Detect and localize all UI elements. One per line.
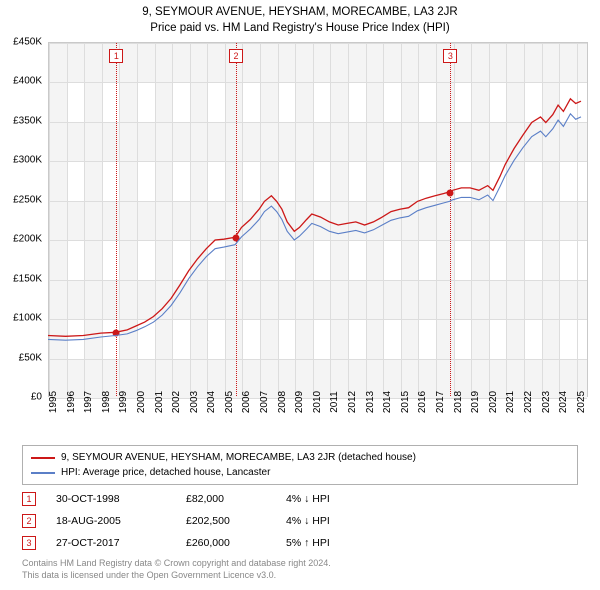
- x-axis-label: 1997: [83, 391, 94, 413]
- attribution: Contains HM Land Registry data © Crown c…: [22, 558, 331, 581]
- x-axis-label: 2022: [523, 391, 534, 413]
- sale-diff: 5% ↑ HPI: [286, 537, 366, 549]
- x-axis-label: 2007: [259, 391, 270, 413]
- chart-subtitle: Price paid vs. HM Land Registry's House …: [0, 20, 600, 36]
- x-axis-label: 2006: [241, 391, 252, 413]
- x-axis-label: 2005: [224, 391, 235, 413]
- sales-table: 1 30-OCT-1998 £82,000 4% ↓ HPI 2 18-AUG-2005 £…: [22, 488, 366, 554]
- legend-swatch-red: [31, 457, 55, 459]
- sale-dot-3: [447, 189, 454, 196]
- x-axis-label: 2003: [189, 391, 200, 413]
- plot-area: 1 2 3: [48, 42, 588, 397]
- y-axis-label: £300K: [13, 155, 42, 166]
- sale-date: 27-OCT-2017: [56, 537, 166, 549]
- sale-price: £202,500: [186, 515, 266, 527]
- x-axis-label: 2018: [453, 391, 464, 413]
- attribution-line2: This data is licensed under the Open Gov…: [22, 570, 331, 582]
- sale-diff: 4% ↓ HPI: [286, 515, 366, 527]
- x-axis-label: 2020: [488, 391, 499, 413]
- legend-label-hpi: HPI: Average price, detached house, Lanc…: [61, 465, 270, 480]
- y-axis-label: £0: [31, 392, 42, 403]
- legend-item-property: 9, SEYMOUR AVENUE, HEYSHAM, MORECAMBE, L…: [31, 450, 569, 465]
- x-axis-label: 2013: [365, 391, 376, 413]
- y-axis-label: £50K: [19, 352, 42, 363]
- chart: 123 £0£50K£100K£150K£200K£250K£300K£350K…: [48, 42, 588, 397]
- x-axis-label: 1995: [48, 391, 59, 413]
- sale-marker: 3: [22, 536, 36, 550]
- sale-price: £82,000: [186, 493, 266, 505]
- x-axis-label: 2009: [294, 391, 305, 413]
- sale-dot-1: [113, 330, 120, 337]
- sale-date: 30-OCT-1998: [56, 493, 166, 505]
- legend-swatch-blue: [31, 472, 55, 474]
- y-axis-label: £350K: [13, 115, 42, 126]
- sale-marker-3: 3: [443, 49, 457, 63]
- sales-row: 1 30-OCT-1998 £82,000 4% ↓ HPI: [22, 488, 366, 510]
- sales-row: 2 18-AUG-2005 £202,500 4% ↓ HPI: [22, 510, 366, 532]
- x-axis-label: 1999: [118, 391, 129, 413]
- y-axis-label: £200K: [13, 234, 42, 245]
- y-axis-label: £250K: [13, 194, 42, 205]
- sale-dot-2: [232, 235, 239, 242]
- y-axis-label: £100K: [13, 313, 42, 324]
- x-axis-label: 2023: [541, 391, 552, 413]
- x-axis-label: 2016: [417, 391, 428, 413]
- y-axis-label: £400K: [13, 76, 42, 87]
- x-axis-label: 2025: [576, 391, 587, 413]
- x-axis-label: 2019: [470, 391, 481, 413]
- x-axis-label: 2015: [400, 391, 411, 413]
- sale-marker: 1: [22, 492, 36, 506]
- sale-marker-2: 2: [229, 49, 243, 63]
- x-axis-label: 2004: [206, 391, 217, 413]
- x-axis-label: 2001: [154, 391, 165, 413]
- sale-date: 18-AUG-2005: [56, 515, 166, 527]
- x-axis-label: 2021: [505, 391, 516, 413]
- x-axis-label: 2014: [382, 391, 393, 413]
- legend: 9, SEYMOUR AVENUE, HEYSHAM, MORECAMBE, L…: [22, 445, 578, 485]
- chart-title: 9, SEYMOUR AVENUE, HEYSHAM, MORECAMBE, L…: [0, 4, 600, 20]
- attribution-line1: Contains HM Land Registry data © Crown c…: [22, 558, 331, 570]
- x-axis-label: 2017: [435, 391, 446, 413]
- x-axis-label: 2010: [312, 391, 323, 413]
- chart-title-block: 9, SEYMOUR AVENUE, HEYSHAM, MORECAMBE, L…: [0, 0, 600, 36]
- x-axis-label: 1998: [101, 391, 112, 413]
- x-axis-label: 1996: [66, 391, 77, 413]
- x-axis-label: 2011: [329, 391, 340, 413]
- sales-row: 3 27-OCT-2017 £260,000 5% ↑ HPI: [22, 532, 366, 554]
- y-axis-label: £450K: [13, 37, 42, 48]
- sale-price: £260,000: [186, 537, 266, 549]
- sale-marker: 2: [22, 514, 36, 528]
- x-axis-label: 2000: [136, 391, 147, 413]
- x-axis-label: 2012: [347, 391, 358, 413]
- legend-item-hpi: HPI: Average price, detached house, Lanc…: [31, 465, 569, 480]
- x-axis-label: 2008: [277, 391, 288, 413]
- sale-marker-1: 1: [109, 49, 123, 63]
- sale-diff: 4% ↓ HPI: [286, 493, 366, 505]
- x-axis-label: 2024: [558, 391, 569, 413]
- legend-label-property: 9, SEYMOUR AVENUE, HEYSHAM, MORECAMBE, L…: [61, 450, 416, 465]
- y-axis-label: £150K: [13, 273, 42, 284]
- x-axis-label: 2002: [171, 391, 182, 413]
